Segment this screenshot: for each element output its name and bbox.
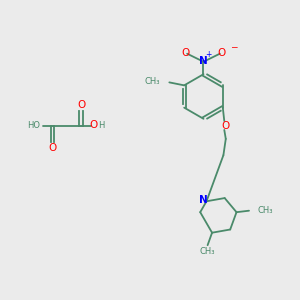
Text: N: N bbox=[199, 56, 208, 66]
Text: +: + bbox=[206, 50, 212, 59]
Text: O: O bbox=[181, 47, 189, 58]
Text: O: O bbox=[218, 47, 226, 58]
Text: O: O bbox=[77, 100, 85, 110]
Text: CH₃: CH₃ bbox=[144, 77, 160, 86]
Text: HO: HO bbox=[27, 121, 40, 130]
Text: H: H bbox=[98, 121, 104, 130]
Text: O: O bbox=[221, 122, 229, 131]
Text: O: O bbox=[89, 120, 98, 130]
Text: N: N bbox=[199, 195, 208, 205]
Text: −: − bbox=[230, 43, 238, 52]
Text: CH₃: CH₃ bbox=[257, 206, 273, 215]
Text: CH₃: CH₃ bbox=[199, 247, 215, 256]
Text: O: O bbox=[48, 142, 57, 153]
